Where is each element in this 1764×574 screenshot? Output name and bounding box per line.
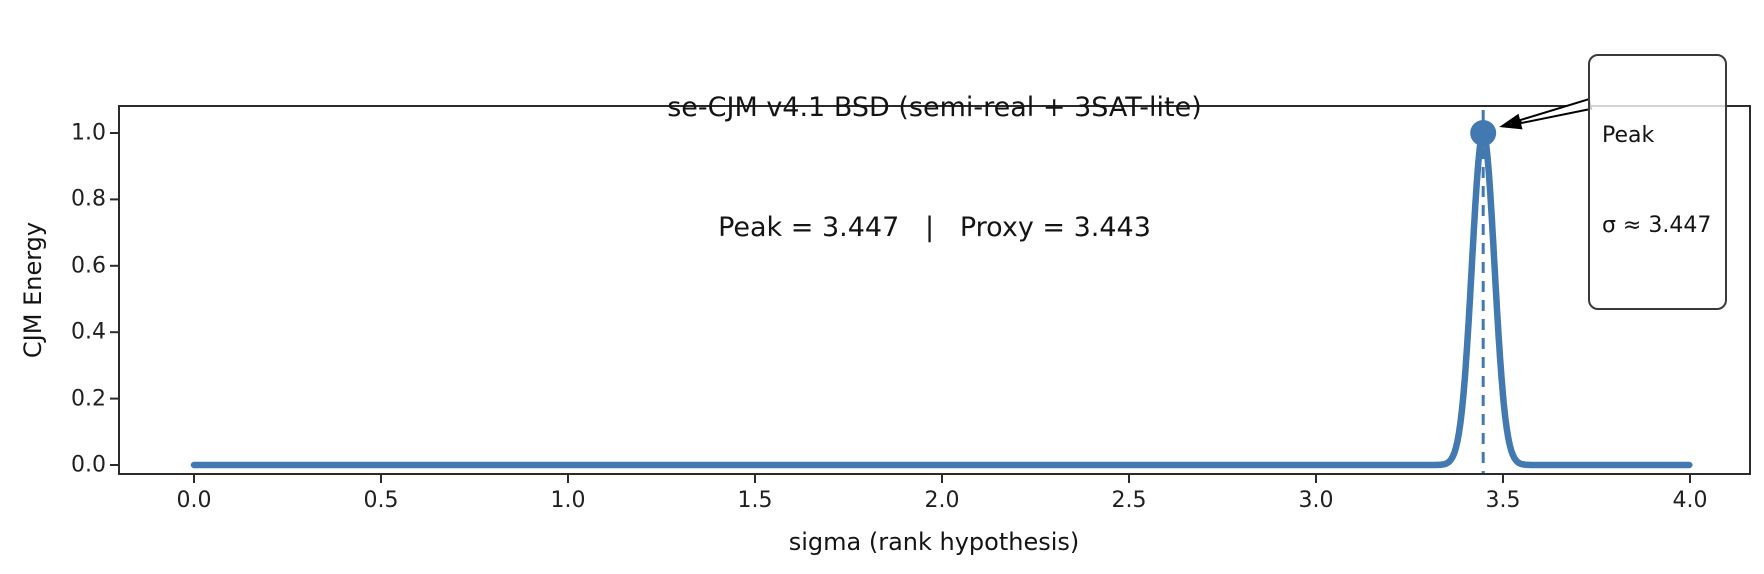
- x-tick-label: 0.0: [176, 488, 212, 513]
- y-tick-label: 0.8: [71, 186, 106, 212]
- chart-title: se-CJM v4.1 BSD (semi-real + 3SAT-lite) …: [119, 8, 1750, 328]
- peak-annotation-line2: σ ≈ 3.447: [1602, 213, 1712, 238]
- axes-spines: [118, 105, 1751, 475]
- peak-marker-dot: [1470, 120, 1497, 146]
- y-tick-label: 0.4: [71, 319, 106, 345]
- y-tick-label: 0.2: [71, 386, 106, 412]
- chart-title-line1: se-CJM v4.1 BSD (semi-real + 3SAT-lite): [667, 92, 1202, 123]
- chart-title-line2: Peak = 3.447 | Proxy = 3.443: [718, 212, 1151, 243]
- x-tick-label: 3.0: [1298, 488, 1334, 513]
- x-tick-label: 2.5: [1111, 488, 1147, 513]
- x-axis-label: sigma (rank hypothesis): [788, 528, 1080, 556]
- peak-annotation-line1: Peak: [1602, 123, 1655, 148]
- y-tick-label: 0.0: [71, 452, 106, 478]
- y-axis-label: CJM Energy: [19, 221, 47, 359]
- x-tick-label: 4.0: [1672, 488, 1708, 513]
- x-tick-label: 1.5: [737, 488, 773, 513]
- y-tick-label: 1.0: [71, 120, 106, 146]
- annotation-arrow-head: [1499, 113, 1523, 130]
- x-tick-label: 0.5: [363, 488, 399, 513]
- x-tick-label: 1.0: [550, 488, 586, 513]
- x-tick-label: 3.5: [1485, 488, 1521, 513]
- y-tick-label: 0.6: [71, 253, 106, 279]
- x-tick-label: 2.0: [924, 488, 960, 513]
- peak-annotation-box: Peak σ ≈ 3.447: [1588, 54, 1728, 310]
- energy-curve-line: [190, 129, 1693, 469]
